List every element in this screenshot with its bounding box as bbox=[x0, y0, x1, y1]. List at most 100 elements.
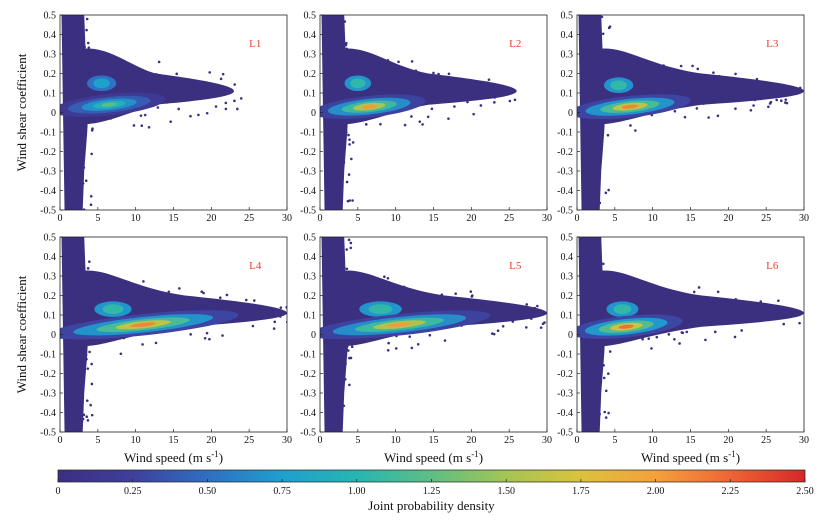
scatter-point bbox=[90, 362, 93, 366]
scatter-point bbox=[154, 341, 158, 345]
scatter-point bbox=[79, 48, 82, 52]
scatter-point bbox=[139, 114, 143, 117]
scatter-point bbox=[387, 341, 390, 345]
scatter-point bbox=[453, 105, 456, 108]
density-field bbox=[577, 237, 804, 432]
scatter-point bbox=[397, 60, 400, 64]
scatter-point bbox=[343, 20, 347, 23]
scatter-point bbox=[98, 298, 101, 301]
scatter-point bbox=[203, 336, 207, 340]
scatter-point bbox=[349, 241, 353, 245]
secondary-lobe bbox=[350, 78, 366, 89]
y-tick-label: -0.1 bbox=[40, 350, 56, 361]
scatter-point bbox=[640, 85, 644, 89]
scatter-point bbox=[595, 85, 598, 89]
colorbar: 0 0.25 0.50 0.75 1.00 1.25 1.50 1.75 2.00 2.25 2.5… bbox=[56, 469, 814, 513]
scatter-point bbox=[525, 326, 528, 329]
scatter-point bbox=[513, 98, 517, 102]
scatter-point bbox=[734, 72, 737, 76]
scatter-point bbox=[641, 337, 644, 341]
x-tick-label: 25 bbox=[761, 435, 771, 446]
scatter-point bbox=[84, 354, 88, 357]
scatter-point bbox=[351, 199, 354, 202]
scatter-point bbox=[89, 203, 93, 207]
scatter-point bbox=[798, 321, 801, 325]
scatter-point bbox=[350, 157, 353, 161]
scatter-point bbox=[347, 310, 351, 314]
scatter-point bbox=[143, 113, 147, 117]
y-tick-label: -0.4 bbox=[40, 408, 56, 419]
scatter-point bbox=[683, 115, 687, 119]
scatter-point bbox=[141, 343, 144, 346]
scatter-point bbox=[178, 287, 181, 290]
y-tick-label: -0.5 bbox=[40, 206, 56, 217]
scatter-point bbox=[91, 297, 94, 300]
scatter-point bbox=[79, 301, 83, 305]
x-tick-label: 10 bbox=[131, 435, 141, 446]
scatter-point bbox=[539, 326, 543, 329]
scatter-point bbox=[690, 317, 694, 321]
scatter-point bbox=[469, 290, 473, 293]
scatter-point bbox=[412, 295, 416, 299]
scatter-point bbox=[144, 309, 148, 313]
scatter-point bbox=[602, 280, 606, 284]
scatter-point bbox=[710, 88, 713, 91]
scatter-point bbox=[239, 97, 243, 100]
scatter-point bbox=[348, 138, 351, 141]
scatter-point bbox=[84, 89, 88, 92]
y-tick-label: -0.1 bbox=[557, 350, 573, 361]
scatter-point bbox=[346, 349, 350, 352]
scatter-point bbox=[505, 318, 509, 322]
scatter-point bbox=[84, 179, 88, 183]
scatter-point bbox=[348, 289, 351, 292]
scatter-point bbox=[244, 298, 248, 302]
scatter-point bbox=[733, 335, 737, 339]
scatter-point bbox=[79, 386, 82, 390]
scatter-point bbox=[272, 327, 276, 330]
scatter-point bbox=[92, 52, 96, 56]
scatter-point bbox=[755, 77, 759, 81]
scatter-point bbox=[501, 304, 505, 308]
colorbar-tick-label: 0.75 bbox=[273, 486, 291, 497]
scatter-point bbox=[79, 319, 83, 323]
scatter-point bbox=[145, 304, 148, 308]
scatter-point bbox=[339, 389, 343, 392]
scatter-point bbox=[768, 87, 771, 91]
scatter-point bbox=[605, 314, 609, 318]
y-tick-label: 0 bbox=[568, 108, 573, 119]
scatter-point bbox=[752, 104, 755, 107]
x-tick-label: 20 bbox=[723, 213, 733, 224]
x-tick-label: 15 bbox=[169, 213, 179, 224]
scatter-point bbox=[179, 80, 183, 84]
scatter-point bbox=[221, 334, 224, 337]
scatter-point bbox=[607, 26, 611, 30]
scatter-point bbox=[634, 129, 637, 132]
scatter-point bbox=[596, 413, 599, 417]
scatter-point bbox=[273, 320, 277, 324]
scatter-point bbox=[541, 322, 545, 326]
x-tick-label: 25 bbox=[761, 213, 771, 224]
y-tick-label: 0.2 bbox=[304, 69, 317, 80]
panels-group: 0 5 10 15 20 25 30 0.5 0.4 0.3 0.2 0.1 0 -0.1 -0.2 -0.3… bbox=[40, 11, 809, 447]
scatter-point bbox=[525, 303, 529, 306]
y-tick-label: -0.3 bbox=[557, 389, 573, 400]
scatter-point bbox=[202, 291, 205, 295]
scatter-point bbox=[163, 301, 166, 305]
scatter-point bbox=[83, 312, 86, 316]
scatter-point bbox=[178, 86, 182, 89]
scatter-point bbox=[175, 72, 179, 76]
scatter-point bbox=[343, 378, 347, 381]
scatter-point bbox=[347, 133, 350, 137]
y-tick-label: 0.5 bbox=[561, 11, 574, 22]
scatter-point bbox=[345, 347, 348, 351]
scatter-point bbox=[86, 419, 90, 422]
scatter-point bbox=[702, 98, 705, 102]
scatter-point bbox=[602, 363, 605, 367]
y-tick-label: 0 bbox=[568, 330, 573, 341]
scatter-point bbox=[345, 56, 349, 60]
y-tick-label: -0.2 bbox=[300, 369, 316, 380]
scatter-point bbox=[91, 316, 95, 320]
y-tick-label: -0.2 bbox=[300, 147, 316, 158]
y-tick-label: -0.5 bbox=[40, 428, 56, 439]
y-tick-label: 0.5 bbox=[44, 11, 57, 22]
